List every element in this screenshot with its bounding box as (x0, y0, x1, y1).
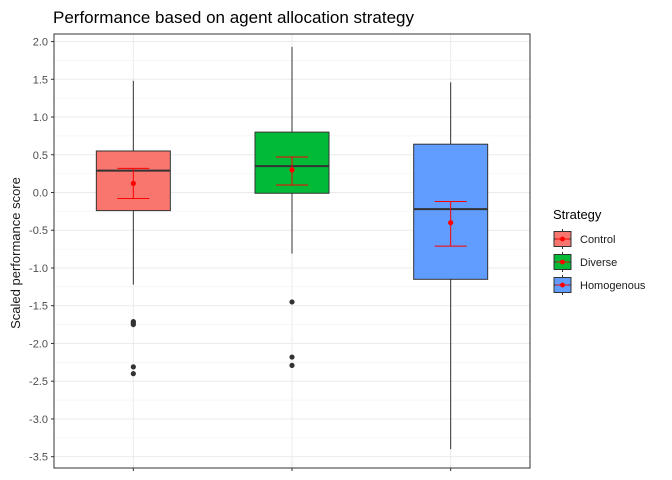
legend-key-mean (560, 236, 565, 242)
mean-point (289, 167, 295, 173)
outlier-point (130, 371, 136, 377)
chart-title: Performance based on agent allocation st… (53, 8, 415, 27)
y-tick-label: 1.5 (33, 74, 48, 86)
outlier-point (289, 354, 295, 360)
legend-key-control (553, 229, 572, 249)
box-group-homogenous (413, 82, 489, 450)
box-group-control (95, 80, 171, 377)
y-tick-label: 0.0 (33, 188, 48, 200)
legend-label-control: Control (580, 234, 615, 246)
y-tick-label: 1.0 (33, 112, 48, 124)
legend-label-diverse: Diverse (580, 257, 617, 269)
y-axis: 2.0 1.5 1.0 0.5 0.0 -0.5 -1.0 -1.5 -2.0 -2.5 -3.0 -… (29, 37, 452, 471)
y-tick-label: -2.5 (29, 376, 48, 388)
outlier-point (130, 364, 136, 370)
legend-key-homogenous (553, 275, 572, 295)
mean-point (448, 220, 454, 226)
y-axis-title: Scaled performance score (8, 177, 23, 329)
legend-key-mean (560, 259, 565, 265)
y-tick-label: -1.0 (29, 263, 48, 275)
legend-label-homogenous: Homogenous (580, 280, 646, 292)
outlier-point (289, 299, 295, 305)
legend: Strategy Control Diverse Homogenous (553, 207, 646, 295)
y-tick-label: -2.0 (29, 338, 48, 350)
mean-point (130, 180, 136, 187)
outlier-point (289, 362, 295, 368)
box-group-diverse (254, 46, 330, 368)
y-tick-label: 0.5 (33, 150, 48, 162)
y-tick-label: -3.0 (29, 414, 48, 426)
y-tick-label: 2.0 (33, 37, 48, 49)
y-tick-label: -1.5 (29, 301, 48, 313)
legend-key-mean (560, 282, 565, 288)
legend-key-diverse (553, 252, 572, 272)
outlier-point (130, 321, 136, 328)
plot-marks (95, 46, 489, 450)
y-tick-label: -0.5 (29, 225, 48, 237)
y-tick-label: -3.5 (29, 452, 48, 464)
legend-title: Strategy (553, 207, 602, 222)
